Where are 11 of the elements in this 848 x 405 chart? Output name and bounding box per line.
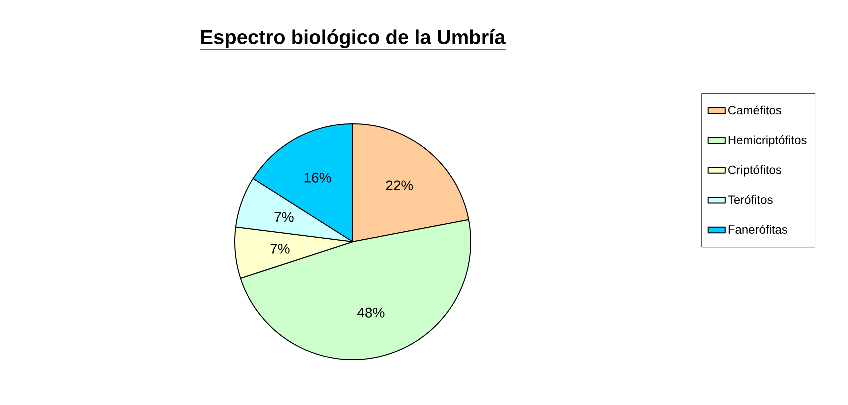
legend-label: Caméfitos [728, 106, 782, 115]
legend-label: Hemicriptófitos [728, 136, 807, 147]
data-label: 16% [304, 172, 332, 183]
data-label: 7% [274, 212, 294, 222]
data-label: 48% [358, 308, 385, 318]
chart-title: Espectro biológico de la Umbría [202, 30, 506, 48]
legend-label: Terófitos [728, 195, 773, 204]
data-label: 22% [386, 180, 414, 191]
legend-label: Fanerófitas [728, 225, 788, 234]
data-label: 7% [270, 244, 290, 254]
legend-label: Criptófitos [728, 165, 782, 177]
